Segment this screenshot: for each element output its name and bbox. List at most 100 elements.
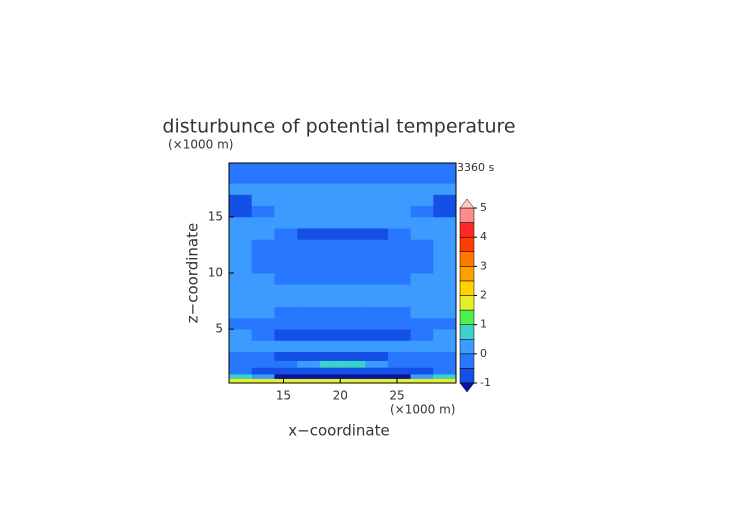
field-cell <box>297 194 321 207</box>
field-cell <box>274 360 298 368</box>
field-cell <box>433 261 456 274</box>
field-cell <box>342 284 366 296</box>
field-cell <box>387 273 411 285</box>
field-cell <box>297 351 321 361</box>
field-cell <box>365 239 389 251</box>
field-cell <box>433 273 456 285</box>
field-cell <box>297 205 321 218</box>
field-cell <box>342 360 366 368</box>
field-cell <box>297 378 321 383</box>
field-cell <box>433 171 456 184</box>
colorbar-tick-label: 0 <box>480 347 487 360</box>
field-cell <box>387 360 411 368</box>
field-cell <box>410 216 434 229</box>
x-tick-label: 15 <box>276 389 291 403</box>
field-cell <box>365 306 389 319</box>
field-cell <box>410 183 434 195</box>
field-cell <box>342 216 366 229</box>
field-cell <box>297 340 321 352</box>
field-cell <box>365 374 389 379</box>
field-cell <box>319 306 343 319</box>
field-cell <box>387 295 411 308</box>
colorbar-tick-label: 2 <box>480 289 487 302</box>
field-cell <box>274 250 298 263</box>
field-cell <box>433 351 456 361</box>
x-tick-label: 25 <box>389 389 404 403</box>
field-cell <box>365 261 389 274</box>
field-cell <box>229 239 253 251</box>
colorbar-segment <box>459 251 475 267</box>
field-cell <box>387 171 411 184</box>
field-cell <box>410 378 434 383</box>
field-cell <box>297 273 321 285</box>
field-cell <box>365 250 389 263</box>
field-cell <box>251 374 275 379</box>
field-cell <box>319 351 343 361</box>
colorbar-segment <box>459 339 475 355</box>
field-cell <box>297 239 321 251</box>
colorbar-segment <box>459 266 475 282</box>
field-cell <box>319 340 343 352</box>
field-cell <box>229 374 253 379</box>
field-cell <box>342 378 366 383</box>
field-cell <box>274 273 298 285</box>
field-cell <box>410 228 434 240</box>
colorbar-under <box>459 382 475 393</box>
field-cell <box>297 183 321 195</box>
y-axis-label: z−coordinate <box>184 223 202 323</box>
field-cell <box>297 360 321 368</box>
y-tick-label: 5 <box>215 322 223 336</box>
field-cell <box>365 163 389 173</box>
field-cell <box>274 183 298 195</box>
colorbar-segment <box>459 236 475 253</box>
field-cell <box>251 261 275 274</box>
field-cell <box>433 284 456 296</box>
field-cell <box>251 360 275 368</box>
field-cell <box>274 340 298 352</box>
colorbar-segment <box>459 368 475 384</box>
field-cell <box>342 374 366 379</box>
field-cell <box>274 378 298 383</box>
field-cell <box>387 261 411 274</box>
field-cell <box>229 205 253 218</box>
field-cell <box>365 183 389 195</box>
field-cell <box>365 360 389 368</box>
colorbar-segment <box>459 309 475 325</box>
field-cell <box>229 261 253 274</box>
field-cell <box>319 261 343 274</box>
field-cell <box>274 351 298 361</box>
field-cell <box>410 367 434 375</box>
field-cell <box>387 194 411 207</box>
field-cell <box>342 250 366 263</box>
field-cell <box>342 367 366 375</box>
field-cell <box>251 194 275 207</box>
field-cell <box>251 351 275 361</box>
field-cell <box>297 367 321 375</box>
colorbar-segment <box>459 295 475 311</box>
field-cell <box>274 194 298 207</box>
field-cell <box>387 317 411 330</box>
colorbar-tick-label: -1 <box>480 376 491 389</box>
field-cell <box>319 239 343 251</box>
field-cell <box>297 329 321 341</box>
field-cell <box>229 284 253 296</box>
field-cell <box>251 228 275 240</box>
field-cell <box>342 171 366 184</box>
field-cell <box>342 205 366 218</box>
field-cell <box>410 261 434 274</box>
field-cell <box>387 378 411 383</box>
field-cell <box>319 378 343 383</box>
colorbar-tick-label: 5 <box>480 201 487 214</box>
field-cell <box>251 367 275 375</box>
field-cell <box>229 273 253 285</box>
colorbar-tick-label: 1 <box>480 318 487 331</box>
field-cell <box>342 183 366 195</box>
field-cell <box>433 306 456 319</box>
field-cell <box>229 183 253 195</box>
field-cell <box>365 228 389 240</box>
field <box>229 163 456 383</box>
field-cell <box>365 284 389 296</box>
field-cell <box>433 250 456 263</box>
field-cell <box>433 378 456 383</box>
